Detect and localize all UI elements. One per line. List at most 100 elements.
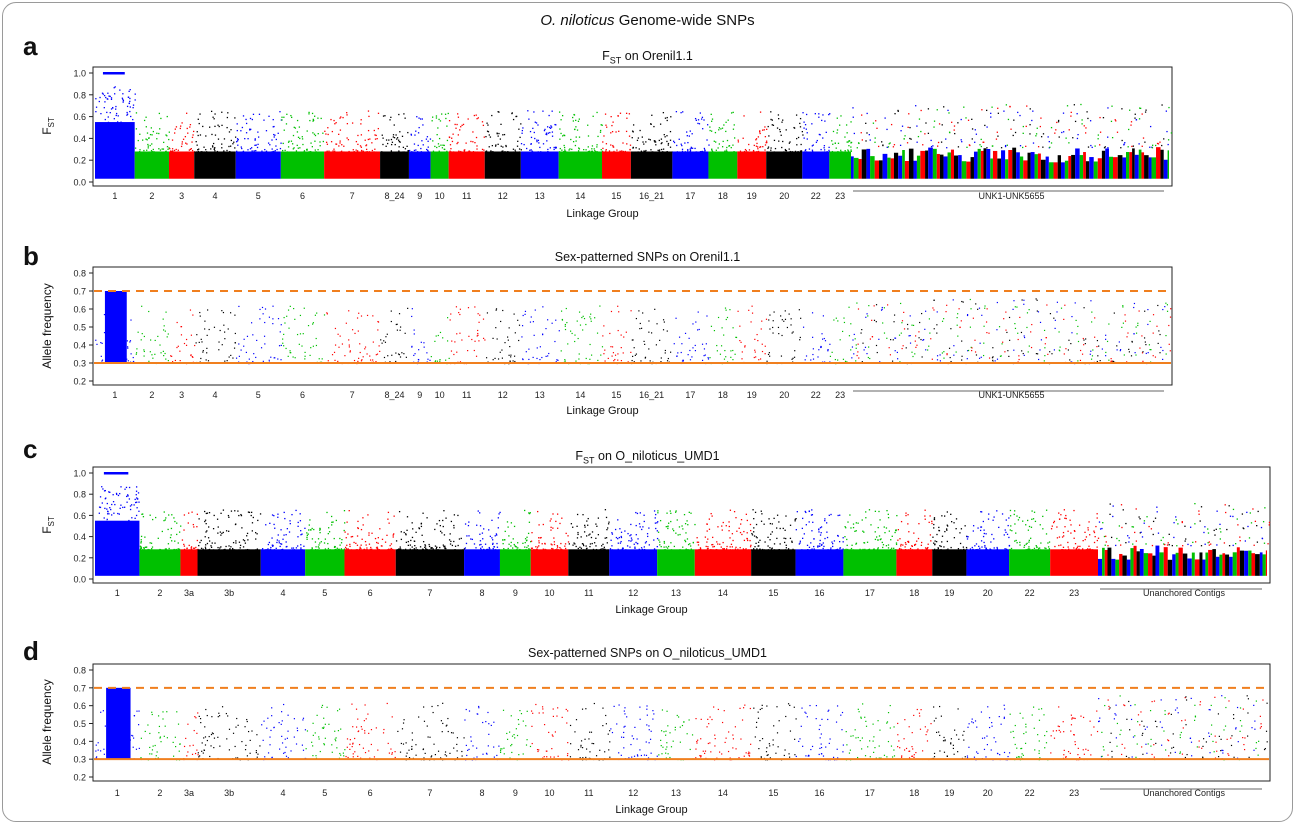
snp-point <box>936 533 938 536</box>
snp-point <box>697 541 700 543</box>
snp-point <box>212 146 214 148</box>
snp-point <box>792 331 794 333</box>
snp-point <box>599 129 602 132</box>
group-2-points <box>139 511 182 576</box>
snp-point <box>550 125 552 127</box>
snp-point <box>250 147 253 149</box>
snp-point <box>874 538 877 541</box>
snp-point <box>1005 329 1007 331</box>
snp-point <box>1150 528 1153 530</box>
snp-point <box>135 748 138 750</box>
snp-point <box>113 713 115 715</box>
x-tick-label-2: 2 <box>149 390 154 400</box>
snp-point <box>554 123 556 126</box>
snp-point <box>1208 544 1210 546</box>
snp-point <box>970 346 972 349</box>
snp-point <box>98 100 100 103</box>
y-axis-label: FST <box>40 117 56 135</box>
snp-point <box>369 355 371 357</box>
snp-point <box>1112 515 1114 518</box>
snp-point <box>533 131 535 134</box>
snp-point <box>946 353 948 355</box>
unplaced-stripe <box>977 148 981 179</box>
snp-point <box>670 542 672 544</box>
snp-point <box>1184 525 1186 527</box>
snp-point <box>113 512 115 514</box>
snp-point <box>276 539 279 541</box>
snp-point <box>961 355 963 357</box>
snp-point <box>611 130 614 133</box>
snp-point <box>312 120 314 122</box>
snp-point <box>247 539 249 541</box>
snp-point <box>800 317 802 319</box>
snp-point <box>399 329 401 331</box>
snp-point <box>249 128 251 130</box>
snp-point <box>513 151 515 153</box>
snp-point <box>529 512 531 514</box>
snp-point <box>761 320 763 322</box>
snp-point <box>434 528 436 531</box>
snp-point <box>196 539 199 542</box>
snp-point <box>710 512 712 515</box>
x-tick-label-4: 4 <box>212 191 217 201</box>
snp-point <box>681 148 684 151</box>
snp-point <box>311 112 314 115</box>
snp-point <box>1011 530 1013 532</box>
snp-point <box>670 351 672 353</box>
snp-point <box>378 345 380 347</box>
snp-point <box>684 539 686 542</box>
snp-point <box>564 545 566 547</box>
snp-point <box>522 358 524 361</box>
snp-point <box>791 151 793 153</box>
snp-point <box>299 147 301 149</box>
snp-point <box>240 514 243 517</box>
snp-point <box>1147 308 1149 311</box>
snp-point <box>662 329 665 331</box>
snp-point <box>448 136 451 138</box>
snp-point <box>780 134 782 136</box>
snp-point <box>106 508 108 510</box>
snp-point <box>1232 508 1235 511</box>
snp-point <box>468 535 470 537</box>
snp-point <box>1032 549 1034 551</box>
snp-point <box>1001 513 1004 515</box>
snp-point <box>494 145 497 147</box>
snp-point <box>930 540 932 542</box>
snp-point <box>158 725 161 728</box>
snp-point <box>945 528 948 530</box>
snp-point <box>761 548 764 551</box>
snp-point <box>982 535 985 538</box>
snp-point <box>312 118 314 121</box>
snp-point <box>185 151 187 153</box>
snp-point <box>179 127 181 130</box>
snp-point <box>347 533 349 535</box>
snp-point <box>886 337 888 339</box>
snp-point <box>1028 541 1030 543</box>
snp-point <box>172 361 174 363</box>
snp-point <box>346 544 348 546</box>
snp-point <box>750 549 752 551</box>
snp-point <box>847 521 849 523</box>
snp-point <box>839 547 841 549</box>
snp-point <box>347 139 350 141</box>
snp-point <box>224 338 226 340</box>
snp-point <box>882 546 884 549</box>
snp-point <box>207 309 209 311</box>
snp-point <box>966 358 968 360</box>
snp-point <box>1158 330 1160 332</box>
snp-point <box>745 548 747 550</box>
unplaced-stripe <box>983 148 987 179</box>
snp-point <box>528 358 530 361</box>
snp-point <box>180 525 182 527</box>
snp-point <box>833 540 836 542</box>
snp-point <box>1121 139 1123 142</box>
snp-point <box>311 548 313 550</box>
snp-point <box>116 748 119 750</box>
snp-point <box>499 138 502 140</box>
snp-point <box>820 345 822 348</box>
snp-point <box>426 517 428 519</box>
snp-point <box>303 307 305 309</box>
snp-point <box>357 150 359 152</box>
snp-point <box>367 151 369 153</box>
snp-point <box>605 150 607 152</box>
